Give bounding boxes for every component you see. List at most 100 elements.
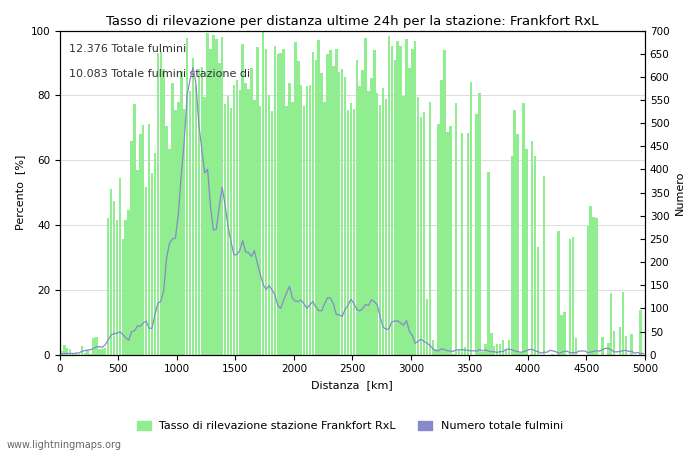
Bar [268, 95, 270, 355]
Bar [177, 102, 180, 355]
Bar [396, 41, 399, 355]
Bar [587, 225, 589, 355]
Bar [162, 68, 165, 355]
Bar [92, 338, 95, 355]
Bar [356, 60, 358, 355]
Bar [428, 102, 431, 355]
Bar [145, 187, 148, 355]
Bar [411, 50, 414, 355]
Bar [101, 349, 104, 355]
Bar [326, 54, 329, 355]
Bar [314, 60, 317, 355]
Bar [116, 220, 118, 355]
Bar [212, 36, 215, 355]
Bar [168, 149, 171, 355]
Bar [370, 78, 372, 355]
X-axis label: Distanza  [km]: Distanza [km] [312, 380, 393, 390]
Bar [69, 349, 71, 355]
Bar [172, 83, 174, 355]
Bar [95, 337, 98, 355]
Bar [232, 85, 235, 355]
Bar [122, 239, 124, 355]
Bar [388, 36, 390, 355]
Bar [595, 217, 598, 355]
Bar [204, 97, 206, 355]
Bar [631, 334, 633, 355]
Bar [525, 149, 528, 355]
Title: Tasso di rilevazione per distanza ultime 24h per la stazione: Frankfort RxL: Tasso di rilevazione per distanza ultime… [106, 15, 598, 28]
Bar [142, 126, 144, 355]
Bar [174, 110, 176, 355]
Bar [127, 210, 130, 355]
Bar [288, 82, 290, 355]
Bar [572, 238, 575, 355]
Bar [98, 349, 101, 355]
Bar [364, 38, 367, 355]
Bar [186, 38, 188, 355]
Bar [244, 83, 247, 355]
Bar [66, 347, 69, 355]
Bar [499, 343, 501, 355]
Bar [239, 90, 241, 355]
Bar [426, 299, 428, 355]
Bar [440, 81, 443, 355]
Bar [522, 104, 525, 355]
Bar [513, 110, 516, 355]
Bar [157, 53, 159, 355]
Bar [150, 173, 153, 355]
Bar [180, 72, 183, 355]
Bar [218, 63, 220, 355]
Bar [321, 73, 323, 355]
Bar [125, 220, 127, 355]
Bar [517, 134, 519, 355]
Bar [209, 49, 212, 355]
Bar [133, 104, 136, 355]
Bar [519, 353, 522, 355]
Bar [253, 100, 256, 355]
Bar [368, 91, 370, 355]
Bar [461, 133, 463, 355]
Bar [475, 114, 478, 355]
Bar [478, 93, 481, 355]
Bar [259, 106, 262, 355]
Bar [265, 49, 267, 355]
Bar [391, 46, 393, 355]
Bar [224, 104, 226, 355]
Bar [358, 86, 361, 355]
Bar [110, 189, 112, 355]
Bar [575, 338, 577, 355]
Bar [215, 39, 218, 355]
Bar [183, 109, 186, 355]
Bar [197, 69, 200, 355]
Bar [589, 206, 592, 355]
Bar [405, 39, 407, 355]
Bar [569, 239, 571, 355]
Bar [300, 85, 302, 355]
Bar [274, 45, 276, 355]
Bar [341, 69, 344, 355]
Bar [118, 178, 121, 355]
Bar [291, 102, 294, 355]
Bar [271, 111, 273, 355]
Bar [373, 50, 375, 355]
Text: 12.376 Totale fulmini: 12.376 Totale fulmini [69, 44, 186, 54]
Y-axis label: Percento  [%]: Percento [%] [15, 155, 25, 230]
Bar [113, 202, 116, 355]
Bar [160, 51, 162, 355]
Bar [438, 124, 440, 355]
Bar [484, 344, 486, 355]
Text: www.lightningmaps.org: www.lightningmaps.org [7, 440, 122, 450]
Bar [622, 292, 624, 355]
Bar [329, 50, 332, 355]
Bar [531, 141, 533, 355]
Bar [564, 312, 566, 355]
Bar [613, 331, 615, 355]
Bar [487, 172, 489, 355]
Bar [624, 336, 627, 355]
Bar [610, 293, 612, 355]
Bar [276, 54, 279, 355]
Bar [452, 354, 454, 355]
Bar [557, 231, 560, 355]
Bar [393, 60, 396, 355]
Bar [306, 86, 308, 355]
